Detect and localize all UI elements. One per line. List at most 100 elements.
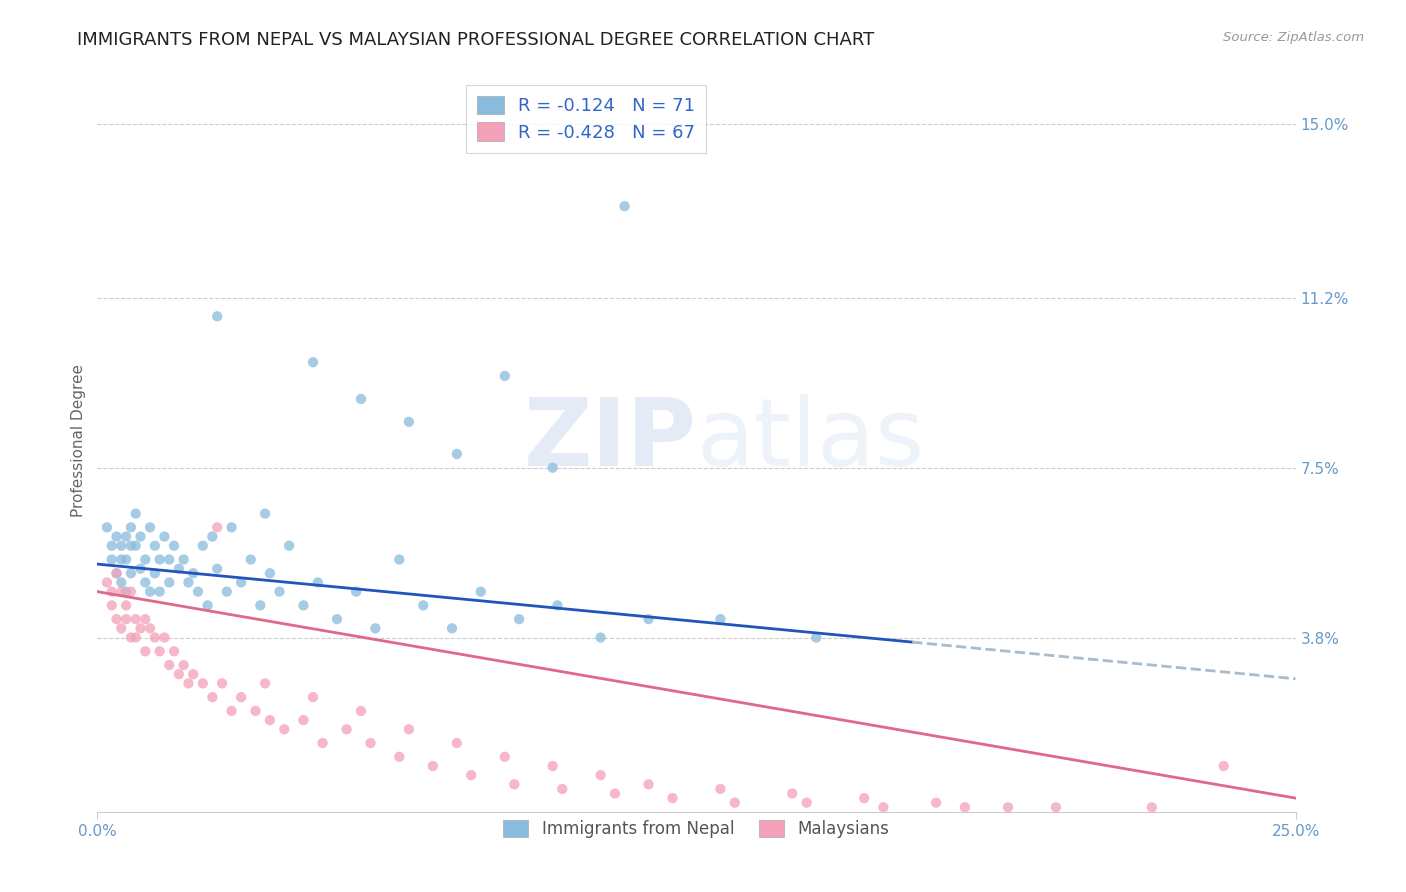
Point <box>125 612 148 626</box>
Point <box>110 621 132 635</box>
Point <box>292 713 315 727</box>
Point <box>637 777 659 791</box>
Point <box>205 562 228 576</box>
Point <box>115 530 138 544</box>
Point <box>177 676 200 690</box>
Point <box>153 631 176 645</box>
Point <box>134 644 156 658</box>
Point <box>326 612 349 626</box>
Point <box>364 621 387 635</box>
Point <box>96 575 118 590</box>
Point <box>149 552 172 566</box>
Point <box>661 791 683 805</box>
Point <box>157 552 180 566</box>
Point <box>637 612 659 626</box>
Point <box>120 584 142 599</box>
Point <box>139 621 162 635</box>
Point <box>134 552 156 566</box>
Point <box>157 575 180 590</box>
Point <box>115 552 138 566</box>
Point <box>205 520 228 534</box>
Point <box>197 599 219 613</box>
Point <box>541 460 564 475</box>
Point <box>163 539 186 553</box>
Point <box>1140 800 1163 814</box>
Point <box>925 796 948 810</box>
Point <box>181 566 204 581</box>
Point <box>143 631 166 645</box>
Point <box>129 562 152 576</box>
Point <box>110 575 132 590</box>
Point <box>541 759 564 773</box>
Point <box>806 631 828 645</box>
Point <box>110 552 132 566</box>
Point <box>724 796 747 810</box>
Point <box>249 599 271 613</box>
Point <box>603 787 626 801</box>
Point <box>120 520 142 534</box>
Point <box>470 584 492 599</box>
Point <box>350 704 373 718</box>
Point <box>503 777 526 791</box>
Point <box>953 800 976 814</box>
Point <box>215 584 238 599</box>
Point <box>157 658 180 673</box>
Point <box>440 621 463 635</box>
Point <box>129 530 152 544</box>
Point <box>173 552 195 566</box>
Point <box>100 539 122 553</box>
Point <box>551 781 574 796</box>
Point <box>201 690 224 705</box>
Point <box>105 530 128 544</box>
Point <box>398 723 420 737</box>
Point <box>205 310 228 324</box>
Point <box>153 530 176 544</box>
Point <box>96 520 118 534</box>
Point <box>589 631 612 645</box>
Point <box>422 759 444 773</box>
Point <box>782 787 804 801</box>
Point <box>302 690 325 705</box>
Point <box>187 584 209 599</box>
Point <box>143 539 166 553</box>
Point <box>139 584 162 599</box>
Point <box>350 392 373 406</box>
Point <box>302 355 325 369</box>
Point <box>307 575 329 590</box>
Point <box>110 539 132 553</box>
Point <box>546 599 568 613</box>
Point <box>105 566 128 581</box>
Point <box>100 584 122 599</box>
Legend: Immigrants from Nepal, Malaysians: Immigrants from Nepal, Malaysians <box>496 813 896 845</box>
Point <box>100 599 122 613</box>
Point <box>494 368 516 383</box>
Point <box>100 552 122 566</box>
Point <box>191 676 214 690</box>
Point <box>173 658 195 673</box>
Point <box>254 676 277 690</box>
Point <box>231 575 253 590</box>
Point <box>709 781 731 796</box>
Point <box>167 562 190 576</box>
Point <box>254 507 277 521</box>
Point <box>125 631 148 645</box>
Point <box>494 749 516 764</box>
Point <box>292 599 315 613</box>
Point <box>120 539 142 553</box>
Point <box>589 768 612 782</box>
Point <box>191 539 214 553</box>
Point <box>163 644 186 658</box>
Point <box>388 552 411 566</box>
Text: atlas: atlas <box>696 394 925 486</box>
Point <box>149 644 172 658</box>
Point <box>105 612 128 626</box>
Point <box>115 584 138 599</box>
Point <box>167 667 190 681</box>
Point <box>1045 800 1067 814</box>
Point <box>269 584 291 599</box>
Point <box>508 612 530 626</box>
Point <box>412 599 434 613</box>
Point <box>125 539 148 553</box>
Point <box>120 566 142 581</box>
Point <box>613 199 636 213</box>
